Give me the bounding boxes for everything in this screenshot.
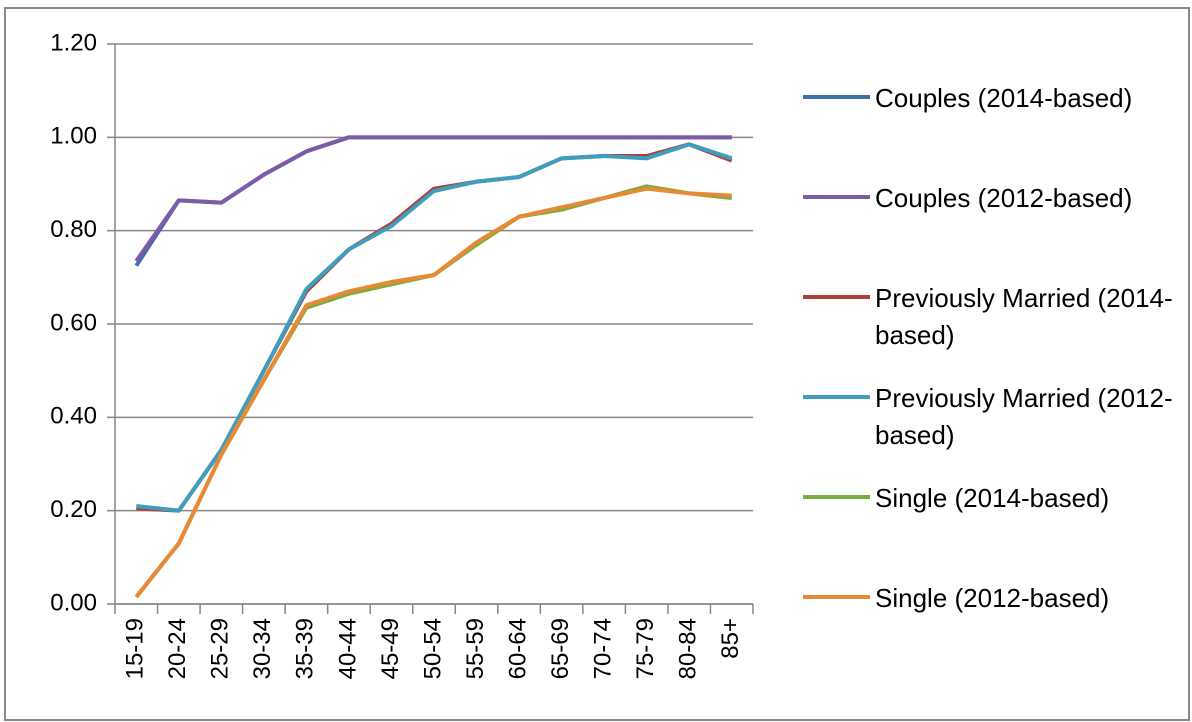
legend-label: Previously Married (2014-based) <box>875 283 1173 350</box>
legend-label: Couples (2012-based) <box>875 183 1133 213</box>
x-tick-label: 30-34 <box>249 618 276 679</box>
y-tick-label: 0.80 <box>50 216 97 243</box>
x-tick-label: 55-59 <box>462 618 489 679</box>
x-tick-label: 35-39 <box>292 618 319 679</box>
y-tick-label: 1.00 <box>50 123 97 150</box>
x-tick-label: 85+ <box>717 618 744 659</box>
x-tick-label: 25-29 <box>207 618 234 679</box>
y-tick-label: 0.60 <box>50 309 97 336</box>
legend-label: Couples (2014-based) <box>875 83 1133 113</box>
y-tick-label: 0.00 <box>50 589 97 616</box>
series-line <box>136 142 733 513</box>
x-tick-label: 80-84 <box>675 618 702 679</box>
y-tick-label: 1.20 <box>50 29 97 56</box>
x-tick-label: 65-69 <box>547 618 574 679</box>
x-tick-label: 50-54 <box>419 618 446 679</box>
x-tick-label: 40-44 <box>334 618 361 679</box>
legend-label: Previously Married (2012-based) <box>875 383 1173 450</box>
series-line <box>134 135 732 263</box>
y-tick-label: 0.40 <box>50 403 97 430</box>
x-tick-label: 75-79 <box>632 618 659 679</box>
legend-label: Single (2014-based) <box>875 483 1110 513</box>
x-tick-label: 20-24 <box>164 618 191 679</box>
legend-label: Single (2012-based) <box>875 583 1110 613</box>
x-tick-label: 60-64 <box>504 618 531 679</box>
y-tick-label: 0.20 <box>50 496 97 523</box>
series-line <box>134 186 732 599</box>
x-tick-label: 45-49 <box>377 618 404 679</box>
series-line <box>134 184 732 599</box>
chart-border <box>4 7 1190 721</box>
x-tick-label: 15-19 <box>122 618 149 679</box>
x-tick-label: 70-74 <box>589 618 616 679</box>
